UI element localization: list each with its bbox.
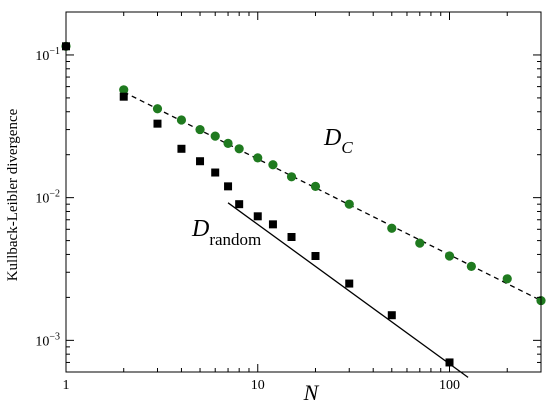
annotation-drandom-sub: random	[209, 230, 261, 249]
x-tick-label: 1	[63, 378, 70, 393]
x-tick-label: 10	[251, 378, 265, 393]
y-tick-label: 10−1	[35, 46, 60, 64]
green-circle-point	[502, 274, 512, 284]
black-square-point	[177, 144, 186, 153]
black-square-point	[311, 252, 320, 261]
green-circle-point	[253, 153, 263, 163]
green-circle-point	[466, 261, 476, 271]
black-square-point	[345, 279, 354, 288]
green-circle-point	[444, 251, 455, 261]
green-circle-point	[286, 172, 297, 182]
drandom-fit-solid-line	[227, 202, 469, 378]
green-circle-point	[119, 85, 129, 95]
y-tick-exponent: −1	[49, 46, 60, 57]
dc-fit-dashed-line	[123, 91, 542, 302]
y-tick-base: 10	[35, 192, 49, 207]
black-square-point	[268, 220, 277, 229]
black-square-point	[445, 358, 454, 367]
y-axis-label: Kullback-Leibler divergence	[5, 108, 21, 281]
green-circle-point	[344, 199, 354, 209]
y-tick-base: 10	[35, 334, 49, 349]
annotation-drandom-main: D	[191, 216, 209, 242]
black-square-point	[287, 232, 296, 241]
green-circle-point	[234, 144, 244, 154]
data-points	[61, 41, 546, 367]
green-circle-point	[176, 115, 187, 125]
x-tick-label: 100	[439, 378, 460, 393]
green-circle-point	[152, 104, 163, 114]
y-tick-label: 10−2	[35, 189, 60, 207]
green-circle-point	[195, 124, 205, 135]
y-tick-exponent: −2	[49, 189, 60, 200]
green-circle-point	[387, 223, 397, 233]
green-circle-point	[210, 131, 220, 141]
x-axis-label: N	[303, 380, 320, 405]
annotation-dc: DC	[323, 125, 353, 157]
green-circle-point	[310, 181, 321, 191]
black-square-point	[224, 182, 233, 191]
black-square-point	[211, 168, 220, 177]
green-circle-point	[223, 138, 233, 148]
annotation-dc-main: D	[323, 125, 341, 151]
black-square-point	[253, 212, 262, 221]
green-circle-point	[415, 238, 425, 248]
black-square-point	[235, 200, 244, 209]
black-square-point	[153, 119, 162, 128]
black-square-point	[387, 311, 396, 320]
y-tick-label: 10−3	[35, 331, 60, 349]
annotation-drandom: Drandom	[191, 216, 261, 249]
black-square-point	[196, 157, 205, 166]
black-square-point	[119, 92, 128, 101]
annotation-dc-sub: C	[341, 138, 353, 157]
y-tick-base: 10	[35, 49, 49, 64]
y-tick-exponent: −3	[49, 331, 60, 342]
green-circle-point	[268, 160, 278, 170]
plot-frame	[65, 11, 542, 373]
